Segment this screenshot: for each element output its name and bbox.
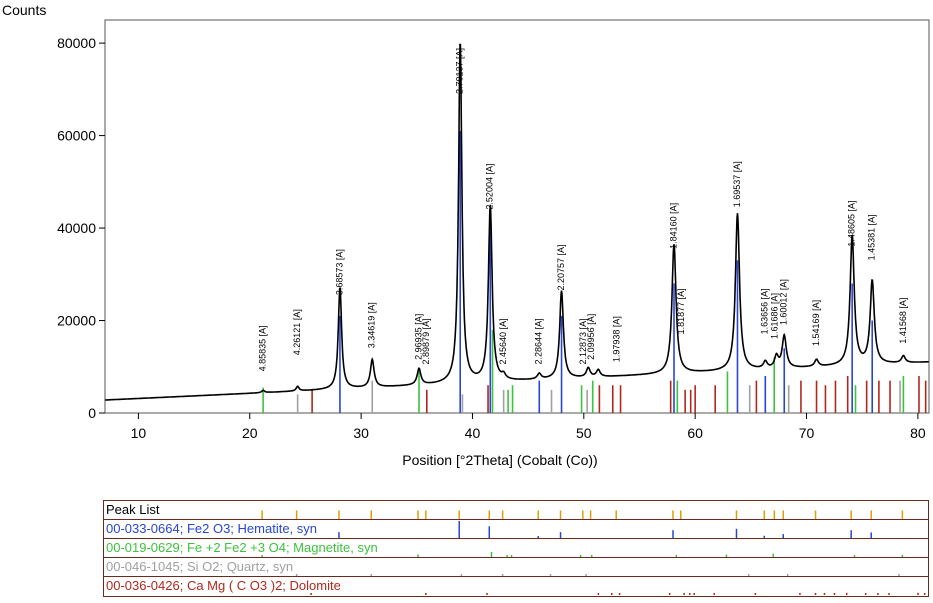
peak-label: 2.20757 [A] [556, 244, 566, 290]
peak-label: 1.61686 [A] [770, 293, 780, 339]
strip-ticks [310, 592, 926, 595]
x-tick-label: 70 [799, 425, 815, 441]
peak-label: 1.84160 [A] [668, 203, 678, 249]
peak-label: 4.85835 [A] [257, 325, 267, 371]
peak-label: 2.28644 [A] [534, 318, 544, 364]
peak-label: 1.81877 [A] [676, 288, 686, 334]
peak-label: 2.96935 [A] [413, 314, 423, 360]
peak-label: 2.45640 [A] [498, 318, 508, 364]
x-tick-label: 80 [910, 425, 926, 441]
peak-label: 2.09956 [A] [586, 314, 596, 360]
strip-ticks [261, 510, 904, 519]
peak-label: 2.12873 [A] [578, 318, 588, 364]
diffraction-pattern-line [105, 43, 929, 401]
x-tick-label: 20 [242, 425, 258, 441]
reference-strip-magnetite: 00-019-0629; Fe +2 Fe2 +3 O4; Magnetite,… [104, 539, 928, 558]
reference-strip-quartz: 00-046-1045; Si O2; Quartz, syn [104, 558, 928, 577]
y-tick-label: 20000 [57, 313, 96, 329]
strip-label: Peak List [106, 502, 162, 517]
plot-area [104, 19, 930, 414]
peak-label: 1.69537 [A] [732, 161, 742, 207]
peak-label: 1.45381 [A] [867, 214, 877, 260]
peak-label: 2.70137 [A] [455, 48, 465, 94]
peak-label: 1.97938 [A] [612, 316, 622, 362]
peak-label: 3.34619 [A] [367, 302, 377, 348]
strip-label: 00-046-1045; Si O2; Quartz, syn [106, 559, 296, 574]
x-tick-label: 50 [576, 425, 592, 441]
strip-ticks [261, 551, 904, 557]
x-tick-label: 10 [131, 425, 147, 441]
y-tick-label: 40000 [57, 220, 96, 236]
peak-label: 4.26121 [A] [292, 309, 302, 355]
peak-label: 1.54169 [A] [811, 300, 821, 346]
y-tick-label: 80000 [57, 35, 96, 51]
x-axis-label: Position [°2Theta] (Cobalt (Co)) [402, 452, 598, 468]
strip-ticks [338, 521, 872, 538]
peak-label: 1.41568 [A] [898, 298, 908, 344]
peak-label: 2.52004 [A] [485, 164, 495, 210]
y-axis-label: Counts [2, 2, 47, 18]
reference-strip-hematite: 00-033-0664; Fe2 O3; Hematite, syn [104, 520, 928, 539]
strip-label: 00-019-0629; Fe +2 Fe2 +3 O4; Magnetite,… [106, 540, 380, 555]
x-tick-label: 40 [465, 425, 481, 441]
peak-label: 1.60012 [A] [779, 279, 789, 325]
peak-label: 1.48605 [A] [847, 201, 857, 247]
y-tick-label: 60000 [57, 128, 96, 144]
x-tick-label: 30 [353, 425, 369, 441]
reference-strip-dolomite: 00-036-0426; Ca Mg ( C O3 )2; Dolomite [104, 577, 928, 596]
strip-label: 00-036-0426; Ca Mg ( C O3 )2; Dolomite [106, 578, 343, 593]
peak-label: 3.68573 [A] [334, 249, 344, 295]
y-tick-label: 0 [88, 405, 96, 421]
strip-ticks [295, 573, 900, 576]
reference-pattern-panel: Peak List 00-033-0664; Fe2 O3; Hematite, … [103, 500, 929, 597]
reference-strip-peaks: Peak List [104, 501, 928, 520]
strip-label: 00-033-0664; Fe2 O3; Hematite, syn [106, 521, 320, 536]
x-tick-label: 60 [687, 425, 703, 441]
peak-label: 2.89879 [A] [421, 318, 431, 364]
peak-label: 1.63656 [A] [760, 288, 770, 334]
